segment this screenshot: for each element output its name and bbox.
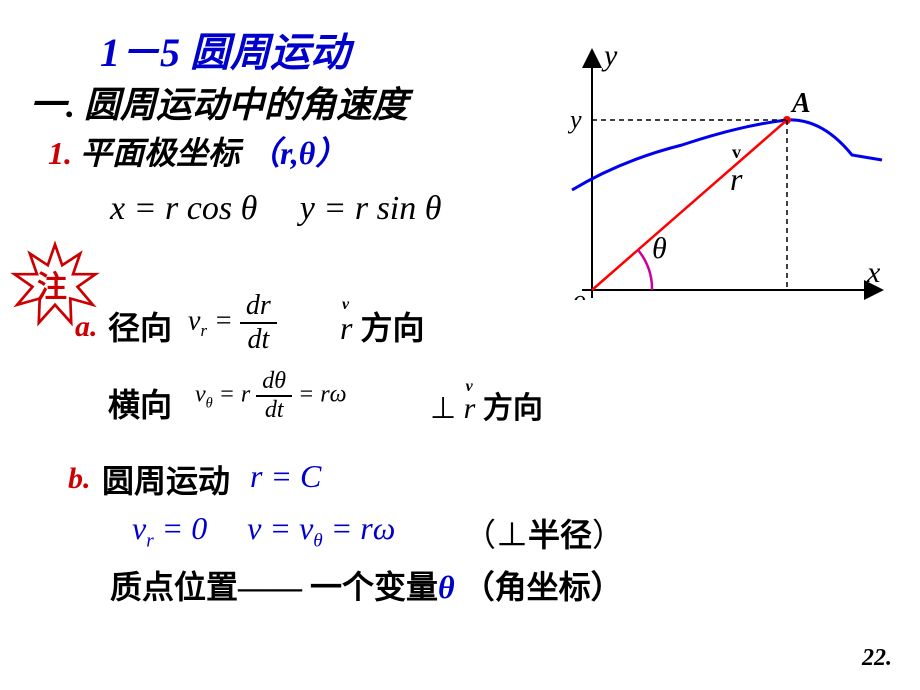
y-tick-label: y [567, 105, 582, 134]
title-text: 1－5 圆周运动 [100, 30, 350, 75]
tangent-heading: 横向 [108, 380, 172, 426]
radial-direction: v r 方向 [340, 303, 424, 349]
circular-equation: r = C [250, 458, 321, 495]
item-b-label: b. [68, 462, 91, 496]
point-a-label: A [790, 88, 811, 119]
sub1-paren: （r,θ） [248, 135, 347, 171]
velocity-result: vr = 0 v = vθ = rω [132, 510, 395, 552]
eq-x: x = r cos θ [110, 190, 257, 227]
radial-heading: 径向 [108, 303, 172, 349]
trajectory-curve [572, 120, 882, 190]
polar-coordinate-diagram: x y o A r v θ x y [562, 40, 892, 300]
y-axis-label: y [601, 40, 618, 72]
x-tick-label: x [779, 289, 792, 300]
theta-label: θ [652, 232, 667, 265]
section-heading: 一. 圆周运动中的角速度 [30, 76, 408, 128]
r-vec-symbol: v [732, 142, 741, 162]
section-text: 一. 圆周运动中的角速度 [30, 85, 408, 125]
r-vector-icon-2: v r [464, 392, 483, 425]
sub1-num: 1. [48, 135, 72, 171]
note-label: 注 [37, 262, 67, 306]
position-summary: 质点位置—— 一个变量θ （角坐标） [110, 562, 623, 608]
sub1-label: 平面极坐标 [80, 135, 240, 171]
tangent-equation: vθ = r dθ dt = rω [195, 368, 347, 424]
tangent-direction: ⊥ v r 方向 [430, 383, 543, 427]
item-a-label: a. [75, 310, 98, 344]
r-label: r [730, 161, 743, 197]
r-vector-icon: v r [340, 310, 360, 346]
circular-heading: 圆周运动 [102, 456, 230, 502]
eq-y: y = r sin θ [300, 190, 442, 227]
cartesian-equations: x = r cos θ y = r sin θ [110, 190, 441, 228]
radial-equation: vr = dr dt [188, 290, 277, 356]
subsection-1: 1. 平面极坐标 （r,θ） [48, 128, 347, 174]
slide-title: 1－5 圆周运动 [100, 20, 350, 78]
origin-label: o [573, 285, 586, 300]
angle-arc [638, 250, 652, 290]
perp-radius-note: （⊥半径） [464, 510, 624, 556]
x-axis-label: x [866, 256, 881, 289]
radius-vector [592, 120, 787, 290]
page-number: 22. [862, 645, 892, 672]
